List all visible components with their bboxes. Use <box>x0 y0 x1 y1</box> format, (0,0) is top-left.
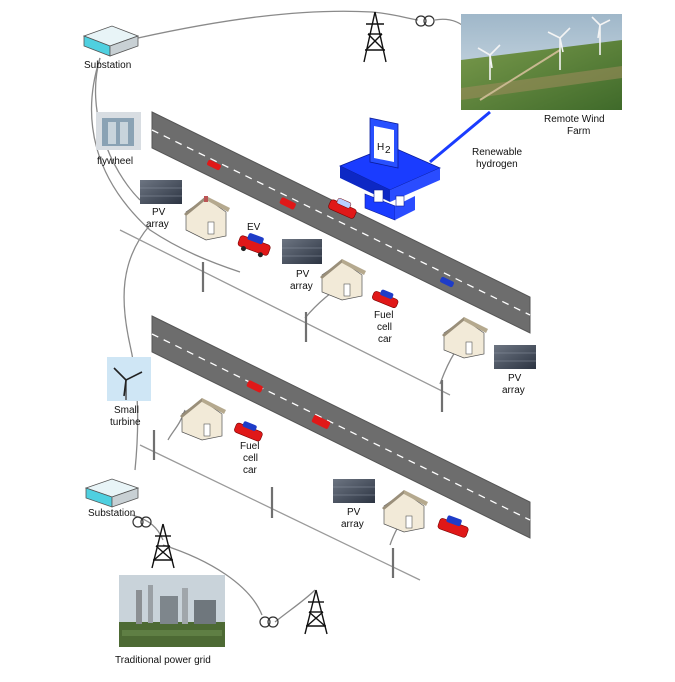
wind-farm-label-1: Remote Wind <box>544 114 605 125</box>
pv1-label-a: PV <box>152 207 166 218</box>
h2-sign-subscript: 2 <box>385 145 391 156</box>
wind-farm-photo <box>461 14 622 110</box>
pv-array-1-photo <box>140 180 182 204</box>
ev-label: EV <box>247 222 261 233</box>
transformer-grid-icon <box>259 616 279 628</box>
pv-array-2-photo <box>282 239 322 264</box>
hydrogen-supply-line <box>429 110 491 164</box>
substation-top <box>82 25 140 57</box>
transformer-top-icon <box>415 15 435 27</box>
house-2 <box>320 259 366 301</box>
power-plant-photo <box>119 575 225 647</box>
fuel2-label-a: Fuel <box>240 441 259 452</box>
lower-road <box>151 315 531 539</box>
upper-road <box>151 111 531 334</box>
pv2-label-a: PV <box>296 269 310 280</box>
fuel2-label-b: cell <box>243 453 258 464</box>
road-cars <box>207 159 454 429</box>
substation-bottom <box>84 478 140 508</box>
pv3-label-a: PV <box>508 373 522 384</box>
small-turbine-label-1: Small <box>114 405 139 416</box>
traditional-power-grid-label: Traditional power grid <box>115 655 211 666</box>
renewable-hydrogen-label-1: Renewable <box>472 147 522 158</box>
fuel-cell-car-1 <box>372 289 399 308</box>
house-3 <box>442 317 488 359</box>
flywheel-photo <box>96 112 141 150</box>
pv4-label-a: PV <box>347 507 361 518</box>
renewable-hydrogen-label-2: hydrogen <box>476 159 518 170</box>
fuel1-label-c: car <box>378 334 393 345</box>
utility-poles <box>152 262 444 578</box>
pv4-label-b: array <box>341 519 364 530</box>
pv3-label-b: array <box>502 385 525 396</box>
tower-top-icon <box>363 11 387 63</box>
pv-array-3-photo <box>494 345 536 369</box>
house-4 <box>180 398 226 441</box>
fuel1-label-a: Fuel <box>374 310 393 321</box>
fuel2-label-c: car <box>243 465 258 476</box>
fuel1-label-b: cell <box>377 322 392 333</box>
small-turbine-label-2: turbine <box>110 417 141 428</box>
wind-farm-label-2: Farm <box>567 126 590 137</box>
transformer-bottom-icon <box>132 516 152 528</box>
house-5 <box>382 490 428 533</box>
pv2-label-b: array <box>290 281 313 292</box>
lower-right-car <box>437 515 469 538</box>
tower-bottom-left-icon <box>151 523 175 569</box>
fuel-cell-car-2 <box>234 421 263 442</box>
flywheel-label: flywheel <box>97 156 133 167</box>
ev-car <box>237 233 271 258</box>
substation-top-label: Substation <box>84 60 131 71</box>
station-car <box>328 198 357 219</box>
hydrogen-station <box>339 117 441 221</box>
substation-bottom-label: Substation <box>88 508 135 519</box>
h2-sign-text: H <box>377 142 384 153</box>
pv1-label-b: array <box>146 219 169 230</box>
small-turbine-photo <box>107 357 151 401</box>
tower-bottom-right-icon <box>304 589 328 635</box>
pv-array-4-photo <box>333 479 375 503</box>
house-1 <box>184 196 230 241</box>
